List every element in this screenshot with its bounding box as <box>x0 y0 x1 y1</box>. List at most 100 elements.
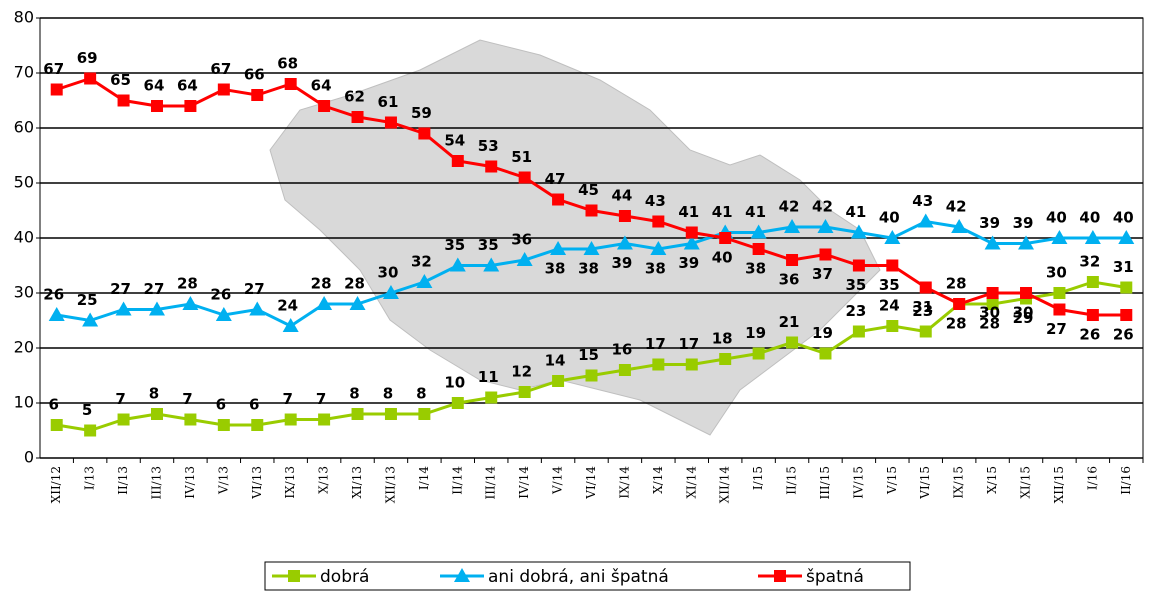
marker <box>719 232 732 244</box>
marker <box>919 281 932 294</box>
data-label: 26 <box>1079 326 1100 344</box>
data-label: 41 <box>745 203 766 221</box>
data-label: 59 <box>411 104 432 122</box>
data-label: 19 <box>745 324 766 342</box>
marker <box>50 419 63 431</box>
data-label: 45 <box>578 181 599 199</box>
marker <box>449 257 466 272</box>
x-tick-label: XI/15 <box>1019 466 1033 499</box>
marker <box>184 100 197 112</box>
data-label: 24 <box>879 297 900 315</box>
marker <box>1120 309 1133 321</box>
x-tick-label: II/16 <box>1119 466 1133 495</box>
data-label: 26 <box>1113 326 1134 344</box>
marker <box>251 89 264 101</box>
marker <box>48 307 65 321</box>
data-label: 51 <box>511 148 532 166</box>
y-tick-label: 40 <box>14 228 34 247</box>
marker <box>685 226 698 239</box>
data-label: 62 <box>344 88 365 106</box>
data-label: 25 <box>77 291 98 309</box>
marker <box>951 219 968 233</box>
data-label: 30 <box>1013 304 1034 322</box>
legend: dobrá ani dobrá, ani špatná špatná <box>264 561 911 591</box>
data-label: 14 <box>545 352 566 370</box>
data-label: 24 <box>277 297 298 315</box>
marker <box>150 100 163 112</box>
data-label: 27 <box>144 280 165 298</box>
marker <box>288 570 300 582</box>
marker <box>618 364 631 376</box>
data-label: 36 <box>511 231 532 249</box>
data-label: 44 <box>611 187 632 205</box>
x-tick-label: VI/14 <box>584 466 598 500</box>
x-tick-label: I/13 <box>83 466 97 490</box>
data-label: 30 <box>979 304 1000 322</box>
marker <box>850 224 867 239</box>
marker <box>84 424 97 437</box>
x-tick-label: XII/15 <box>1052 466 1066 503</box>
marker <box>418 408 431 420</box>
data-label: 26 <box>210 286 231 304</box>
marker <box>852 325 865 338</box>
data-label: 30 <box>1046 264 1067 282</box>
x-tick-label: XI/14 <box>684 466 698 499</box>
x-tick-label: V/13 <box>216 466 230 495</box>
data-label: 67 <box>210 60 231 78</box>
marker <box>1118 230 1135 244</box>
data-label: 7 <box>182 390 192 408</box>
data-label: 8 <box>149 385 159 403</box>
marker <box>451 397 464 409</box>
marker <box>852 259 865 272</box>
marker <box>919 325 932 338</box>
legend-label: ani dobrá, ani špatná <box>488 567 669 587</box>
marker <box>351 111 364 123</box>
data-label: 35 <box>845 276 866 294</box>
data-label: 17 <box>678 335 699 353</box>
x-tick-label: I/14 <box>417 466 431 490</box>
data-label: 38 <box>578 260 599 278</box>
marker <box>115 301 132 316</box>
marker <box>516 252 533 266</box>
marker <box>886 259 899 272</box>
data-label: 40 <box>879 209 900 227</box>
marker <box>652 358 665 371</box>
marker <box>585 204 598 217</box>
data-label: 26 <box>43 286 64 304</box>
marker <box>284 413 297 426</box>
data-label: 35 <box>444 236 465 254</box>
marker <box>786 254 799 266</box>
data-label: 65 <box>110 71 131 89</box>
data-label: 53 <box>478 137 499 155</box>
marker <box>117 413 130 426</box>
marker <box>82 312 99 327</box>
data-label: 31 <box>912 298 933 316</box>
marker <box>518 386 531 398</box>
data-label: 41 <box>712 203 733 221</box>
series: 6 5 7 8 7 6 6 7 7 8 8 8 10 11 12 14 15 16 17 17 18 19 21 19 23 24… <box>48 253 1134 437</box>
marker <box>552 375 565 387</box>
data-label: 68 <box>277 55 298 73</box>
data-label: 42 <box>779 198 800 216</box>
x-tick-label: III/14 <box>484 466 498 500</box>
data-label: 38 <box>545 260 566 278</box>
data-label: 19 <box>812 324 833 342</box>
marker <box>1120 281 1133 294</box>
data-label: 5 <box>82 401 92 419</box>
data-label: 8 <box>383 385 393 403</box>
data-label: 42 <box>946 198 967 216</box>
x-tick-label: IV/14 <box>517 466 531 499</box>
data-label: 32 <box>411 253 432 271</box>
y-tick-label: 60 <box>14 118 34 137</box>
marker <box>416 274 433 288</box>
marker <box>50 83 63 96</box>
data-label: 23 <box>845 302 866 320</box>
y-tick-label: 10 <box>14 393 34 412</box>
marker <box>986 287 999 299</box>
marker <box>683 235 700 250</box>
marker <box>784 219 801 233</box>
data-label: 38 <box>645 260 666 278</box>
data-label: 64 <box>144 77 165 95</box>
marker <box>316 296 333 310</box>
